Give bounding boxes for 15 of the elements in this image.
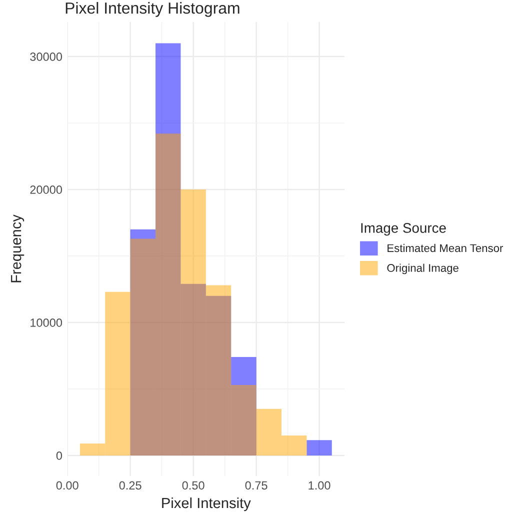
x-axis-title: Pixel Intensity	[162, 497, 251, 512]
x-tick-label: 0.25	[119, 481, 142, 490]
y-tick-label: 30000	[30, 52, 62, 61]
legend-label: Original Image	[387, 264, 458, 274]
chart-title: Pixel Intensity Histogram	[66, 2, 240, 17]
y-tick-label: 10000	[30, 318, 62, 327]
y-tick-label: 20000	[30, 186, 62, 194]
x-tick-label: 1.00	[308, 481, 330, 490]
x-tick-label: 0.75	[245, 481, 268, 490]
y-axis-title: Frequency	[11, 214, 24, 282]
legend-title: Image Source	[361, 223, 446, 236]
y-tick-label: 0	[56, 451, 62, 460]
x-tick-label: 0.00	[56, 481, 78, 490]
x-tick-label: 0.50	[182, 481, 204, 490]
legend-label: Estimated Mean Tensor	[388, 244, 504, 252]
